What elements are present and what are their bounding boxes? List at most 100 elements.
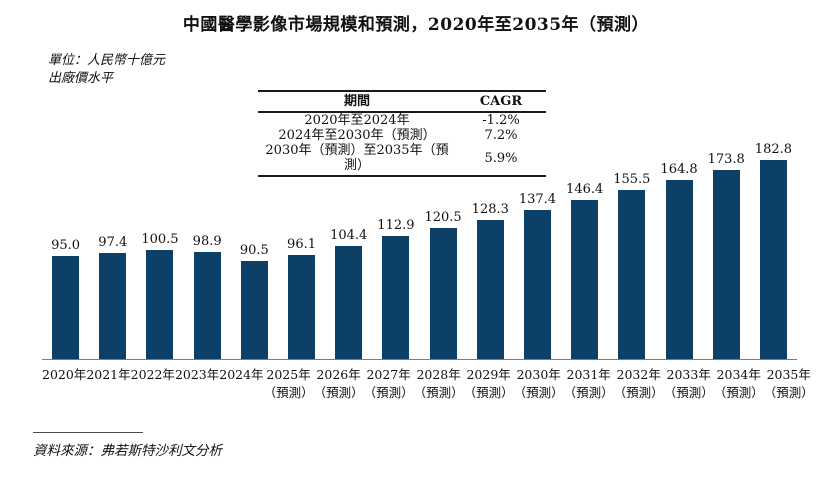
x-axis-label-year: 2022年 [130, 367, 175, 382]
bar-column: 120.5 [420, 128, 467, 360]
x-axis-line [42, 359, 797, 360]
cagr-period-cell: 2020年至2024年 [304, 113, 410, 128]
bar [52, 256, 80, 360]
x-axis-label: 2023年 [175, 366, 219, 402]
cagr-table-header-period: 期間 [258, 90, 456, 113]
bar-value-label: 182.8 [754, 142, 793, 157]
source-note: 資料來源：弗若斯特沙利文分析 [33, 443, 222, 459]
cagr-table-header-cagr: CAGR [456, 90, 546, 113]
bar-column: 182.8 [750, 128, 797, 360]
bar-column: 97.4 [89, 128, 136, 360]
x-axis-label-year: 2023年 [174, 367, 220, 382]
bar-column: 96.1 [278, 128, 325, 360]
x-axis-label: 2026年 （預測） [314, 366, 364, 402]
cagr-period-cell: 2030年（預測）至2035年（預測） [258, 143, 456, 177]
x-axis-label-forecast: （預測） [413, 385, 464, 400]
x-axis-label: 2031年 （預測） [564, 366, 614, 402]
cagr-period-cell: 2024年至2030年（預測） [278, 128, 436, 143]
x-axis-label-year: 2029年 [466, 367, 511, 382]
bar-value-label: 112.9 [377, 218, 415, 233]
bar [618, 190, 646, 360]
unit-note-line2: 出廠價水平 [48, 71, 114, 86]
x-axis-label: 2021年 [86, 366, 130, 402]
x-axis-label-forecast: （預測） [263, 385, 314, 400]
x-axis-label-forecast: （預測） [463, 385, 514, 400]
bar [335, 246, 363, 360]
bar-value-label: 155.5 [613, 172, 651, 187]
bar-value-label: 98.9 [192, 234, 222, 249]
bar [240, 261, 268, 360]
bar [288, 255, 316, 360]
source-divider [33, 432, 143, 433]
x-axis-label-year: 2028年 [416, 367, 461, 382]
cagr-table: 期間 CAGR 2020年至2024年 -1.2% 2024年至2030年（預測… [258, 90, 546, 177]
cagr-value-cell: 5.9% [456, 143, 546, 177]
cagr-table-header-row: 期間 CAGR [258, 90, 546, 113]
bar-value-label: 164.8 [660, 162, 698, 177]
bar-value-label: 128.3 [471, 202, 509, 217]
bar-column: 90.5 [231, 128, 278, 360]
cagr-table-row: 2024年至2030年（預測） 7.2% [258, 128, 546, 143]
x-axis-label: 2030年 （預測） [514, 366, 564, 402]
x-axis-label-year: 2025年 [266, 367, 311, 382]
x-axis-label: 2022年 [131, 366, 175, 402]
x-axis-label-year: 2030年 [516, 367, 561, 382]
cagr-table-row: 2030年（預測）至2035年（預測） 5.9% [258, 143, 546, 177]
bar-value-label: 137.4 [518, 192, 557, 207]
bar-column: 112.9 [372, 128, 419, 360]
cagr-value-cell: -1.2% [482, 113, 520, 128]
bar-column: 137.4 [514, 128, 561, 360]
x-axis-label: 2027年 （預測） [364, 366, 414, 402]
bar-value-label: 90.5 [239, 243, 269, 258]
bar-value-label: 95.0 [51, 238, 81, 253]
x-axis-label: 2024年 [219, 366, 263, 402]
chart-title: 中國醫學影像市場規模和預測，2020年至2035年（預測） [182, 15, 650, 35]
x-axis-label-year: 2032年 [616, 367, 661, 382]
x-axis-label: 2035年 （預測） [764, 366, 814, 402]
x-axis-label-year: 2020年 [42, 367, 87, 382]
x-axis-label-forecast: （預測） [663, 385, 714, 400]
x-axis-label: 2033年 （預測） [664, 366, 714, 402]
x-axis-label-year: 2026年 [316, 367, 361, 382]
bar [382, 236, 410, 360]
bar-column: 128.3 [467, 128, 514, 360]
bar [476, 220, 504, 360]
cagr-table-row: 2020年至2024年 -1.2% [258, 112, 546, 128]
bar-column: 104.4 [325, 128, 372, 360]
x-axis-label-year: 2024年 [219, 367, 264, 382]
x-axis-label-forecast: （預測） [713, 385, 764, 400]
x-axis-labels: 2020年 2021年 2022年 2023年 2024年 2025年 （預測） 2026年（… [42, 366, 814, 402]
x-axis-label-year: 2027年 [366, 367, 411, 382]
unit-note-line1: 單位：人民幣十億元 [48, 53, 166, 68]
x-axis-label-year: 2031年 [566, 367, 611, 382]
bar-column: 146.4 [561, 128, 608, 360]
x-axis-label: 2028年 （預測） [414, 366, 464, 402]
bar-value-label: 100.5 [141, 232, 179, 247]
bar [571, 200, 599, 360]
unit-note: 單位：人民幣十億元 出廠價水平 [48, 52, 165, 88]
bar-value-label: 146.4 [566, 182, 604, 197]
x-axis-label-year: 2034年 [716, 367, 761, 382]
bar-value-label: 104.4 [330, 228, 368, 243]
bar-value-label: 173.8 [707, 152, 745, 167]
x-axis-label: 2025年 （預測） [264, 366, 314, 402]
x-axis-label-forecast: （預測） [313, 385, 364, 400]
cagr-value-cell: 7.2% [484, 128, 518, 143]
bar [712, 170, 740, 360]
x-axis-label-year: 2021年 [86, 367, 131, 382]
bar-value-label: 97.4 [98, 235, 128, 250]
bar-column: 173.8 [703, 128, 750, 360]
x-axis-label-forecast: （預測） [563, 385, 614, 400]
bar-column: 155.5 [608, 128, 655, 360]
bar-value-label: 120.5 [424, 210, 462, 225]
x-axis-label-year: 2035年 [766, 367, 811, 382]
bar-column: 98.9 [184, 128, 231, 360]
bar-column: 164.8 [655, 128, 702, 360]
bar [99, 253, 127, 360]
x-axis-label-forecast: （預測） [363, 385, 414, 400]
bar-chart: 95.0 97.4 100.5 98.9 90.5 96.1 104.4 112.9 120.5… [42, 128, 797, 360]
x-axis-label-forecast: （預測） [513, 385, 564, 400]
x-axis-label-year: 2033年 [666, 367, 711, 382]
bar-column: 100.5 [136, 128, 183, 360]
